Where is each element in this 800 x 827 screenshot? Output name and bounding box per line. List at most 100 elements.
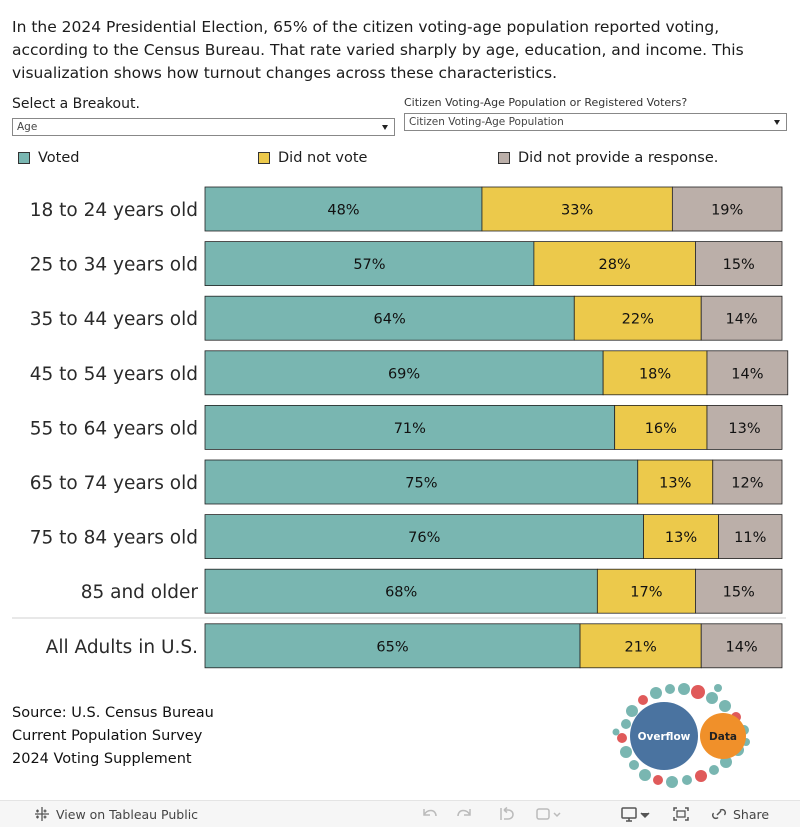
bar-segment-did-not-provide-a-response[interactable] (671, 186, 783, 232)
data-label: 21% (625, 639, 657, 655)
share-button[interactable]: Share (710, 806, 769, 822)
legend-item-voted[interactable]: Voted (18, 150, 79, 166)
bar-segment-voted[interactable] (204, 568, 598, 614)
legend-label-did-not-vote: Did not vote (278, 150, 368, 166)
data-label: 64% (374, 312, 406, 328)
bar-segment-did-not-vote[interactable] (643, 514, 719, 560)
redo-icon[interactable] (456, 806, 474, 822)
data-label: 22% (622, 312, 654, 328)
data-label: 71% (394, 421, 426, 437)
tableau-toolbar: View on Tableau Public Share (0, 800, 800, 827)
data-label: 76% (408, 530, 440, 546)
data-label: 13% (728, 421, 760, 437)
fullscreen-icon[interactable] (672, 806, 690, 822)
source-line: Current Population Survey (12, 728, 203, 744)
data-label: 16% (645, 421, 677, 437)
bar-segment-voted[interactable] (204, 459, 639, 505)
bar-segment-did-not-provide-a-response[interactable] (700, 295, 783, 341)
data-label: 15% (723, 585, 755, 601)
logo-overflow-text: Overflow (638, 731, 691, 743)
data-label: 19% (711, 203, 743, 219)
logo-data-text: Data (709, 731, 737, 743)
download-icon[interactable] (620, 806, 652, 822)
bar-segment-did-not-vote[interactable] (614, 404, 708, 450)
bar-segment-did-not-provide-a-response[interactable] (700, 623, 783, 669)
category-label: 18 to 24 years old (30, 200, 198, 221)
view-on-tableau-label: View on Tableau Public (56, 806, 199, 822)
chevron-down-icon (382, 125, 388, 130)
legend-swatch-voted (18, 152, 30, 164)
legend-item-did-not-vote[interactable]: Did not vote (258, 150, 367, 166)
category-label: 75 to 84 years old (30, 528, 198, 549)
bar-segment-did-not-provide-a-response[interactable] (706, 404, 783, 450)
bar-segment-did-not-vote[interactable] (481, 186, 673, 232)
share-label: Share (733, 806, 770, 822)
data-label: 48% (327, 203, 359, 219)
data-label: 14% (725, 312, 757, 328)
data-label: 33% (561, 203, 593, 219)
bar-segment-voted[interactable] (204, 404, 616, 450)
legend-swatch-no-response (498, 152, 510, 164)
bar-segment-did-not-provide-a-response[interactable] (706, 350, 789, 396)
bar-segment-did-not-vote[interactable] (596, 568, 696, 614)
bar-segment-voted[interactable] (204, 186, 483, 232)
data-label: 13% (665, 530, 697, 546)
overflow-data-logo[interactable]: Overflow Data (612, 680, 762, 790)
legend-item-no-response[interactable]: Did not provide a response. (498, 150, 718, 166)
data-label: 14% (725, 639, 757, 655)
data-label: 18% (639, 366, 671, 382)
breakout-select[interactable]: Age (12, 118, 395, 136)
category-label: 25 to 34 years old (30, 255, 198, 276)
turnout-bar-chart: 18 to 24 years old 48% 33% 19% 25 to 34 year… (12, 186, 789, 669)
data-label: 75% (405, 476, 437, 492)
data-label: 13% (659, 476, 691, 492)
share-icon (711, 808, 727, 820)
data-label: 28% (599, 257, 631, 273)
bar-segment-did-not-vote[interactable] (637, 459, 714, 505)
category-label: All Adults in U.S. (46, 637, 198, 658)
data-label: 65% (376, 639, 408, 655)
data-label: 57% (353, 257, 385, 273)
bar-segment-voted[interactable] (204, 514, 644, 560)
data-label: 11% (734, 530, 766, 546)
data-label: 68% (385, 585, 417, 601)
source-line: Source: U.S. Census Bureau (12, 705, 214, 721)
bar-segment-did-not-provide-a-response[interactable] (695, 241, 783, 286)
data-label: 17% (630, 585, 662, 601)
bar-segment-did-not-provide-a-response[interactable] (718, 514, 783, 560)
breakout-select-value: Age (17, 121, 38, 133)
population-label: Citizen Voting-Age Population or Registe… (404, 96, 688, 109)
data-label: 14% (731, 366, 763, 382)
bar-segment-voted[interactable] (204, 350, 604, 396)
data-label: 12% (731, 476, 763, 492)
data-label: 15% (723, 257, 755, 273)
bar-segment-did-not-vote[interactable] (573, 295, 702, 341)
logo-data-circle (700, 713, 746, 759)
bar-segment-did-not-provide-a-response[interactable] (712, 459, 783, 505)
intro-text: In the 2024 Presidential Election, 65% o… (12, 18, 744, 82)
legend-label-voted: Voted (38, 150, 80, 166)
pause-updates-icon[interactable] (535, 806, 561, 822)
source-note: Source: U.S. Census Bureau Current Popul… (12, 702, 214, 771)
bar-segment-did-not-provide-a-response[interactable] (695, 568, 783, 614)
bar-segment-voted[interactable] (204, 241, 535, 286)
view-on-tableau-link[interactable]: View on Tableau Public (34, 806, 198, 822)
legend-label-no-response: Did not provide a response. (518, 150, 719, 166)
category-label: 35 to 44 years old (30, 309, 198, 330)
category-label: 85 and older (81, 582, 199, 603)
undo-icon[interactable] (420, 806, 438, 822)
bar-segment-did-not-vote[interactable] (533, 241, 696, 286)
breakout-label: Select a Breakout. (12, 96, 140, 112)
category-label: 65 to 74 years old (30, 473, 198, 494)
legend-swatch-did-not-vote (258, 152, 270, 164)
data-label: 69% (388, 366, 420, 382)
population-select-value: Citizen Voting-Age Population (409, 116, 564, 128)
logo-overflow-circle (630, 702, 698, 770)
category-label: 45 to 54 years old (30, 364, 198, 385)
bar-segment-voted[interactable] (204, 623, 581, 669)
tableau-icon (35, 807, 49, 821)
revert-icon[interactable] (498, 806, 516, 822)
population-select[interactable]: Citizen Voting-Age Population (404, 113, 787, 131)
bar-segment-voted[interactable] (204, 295, 575, 341)
chevron-down-icon (774, 120, 780, 125)
